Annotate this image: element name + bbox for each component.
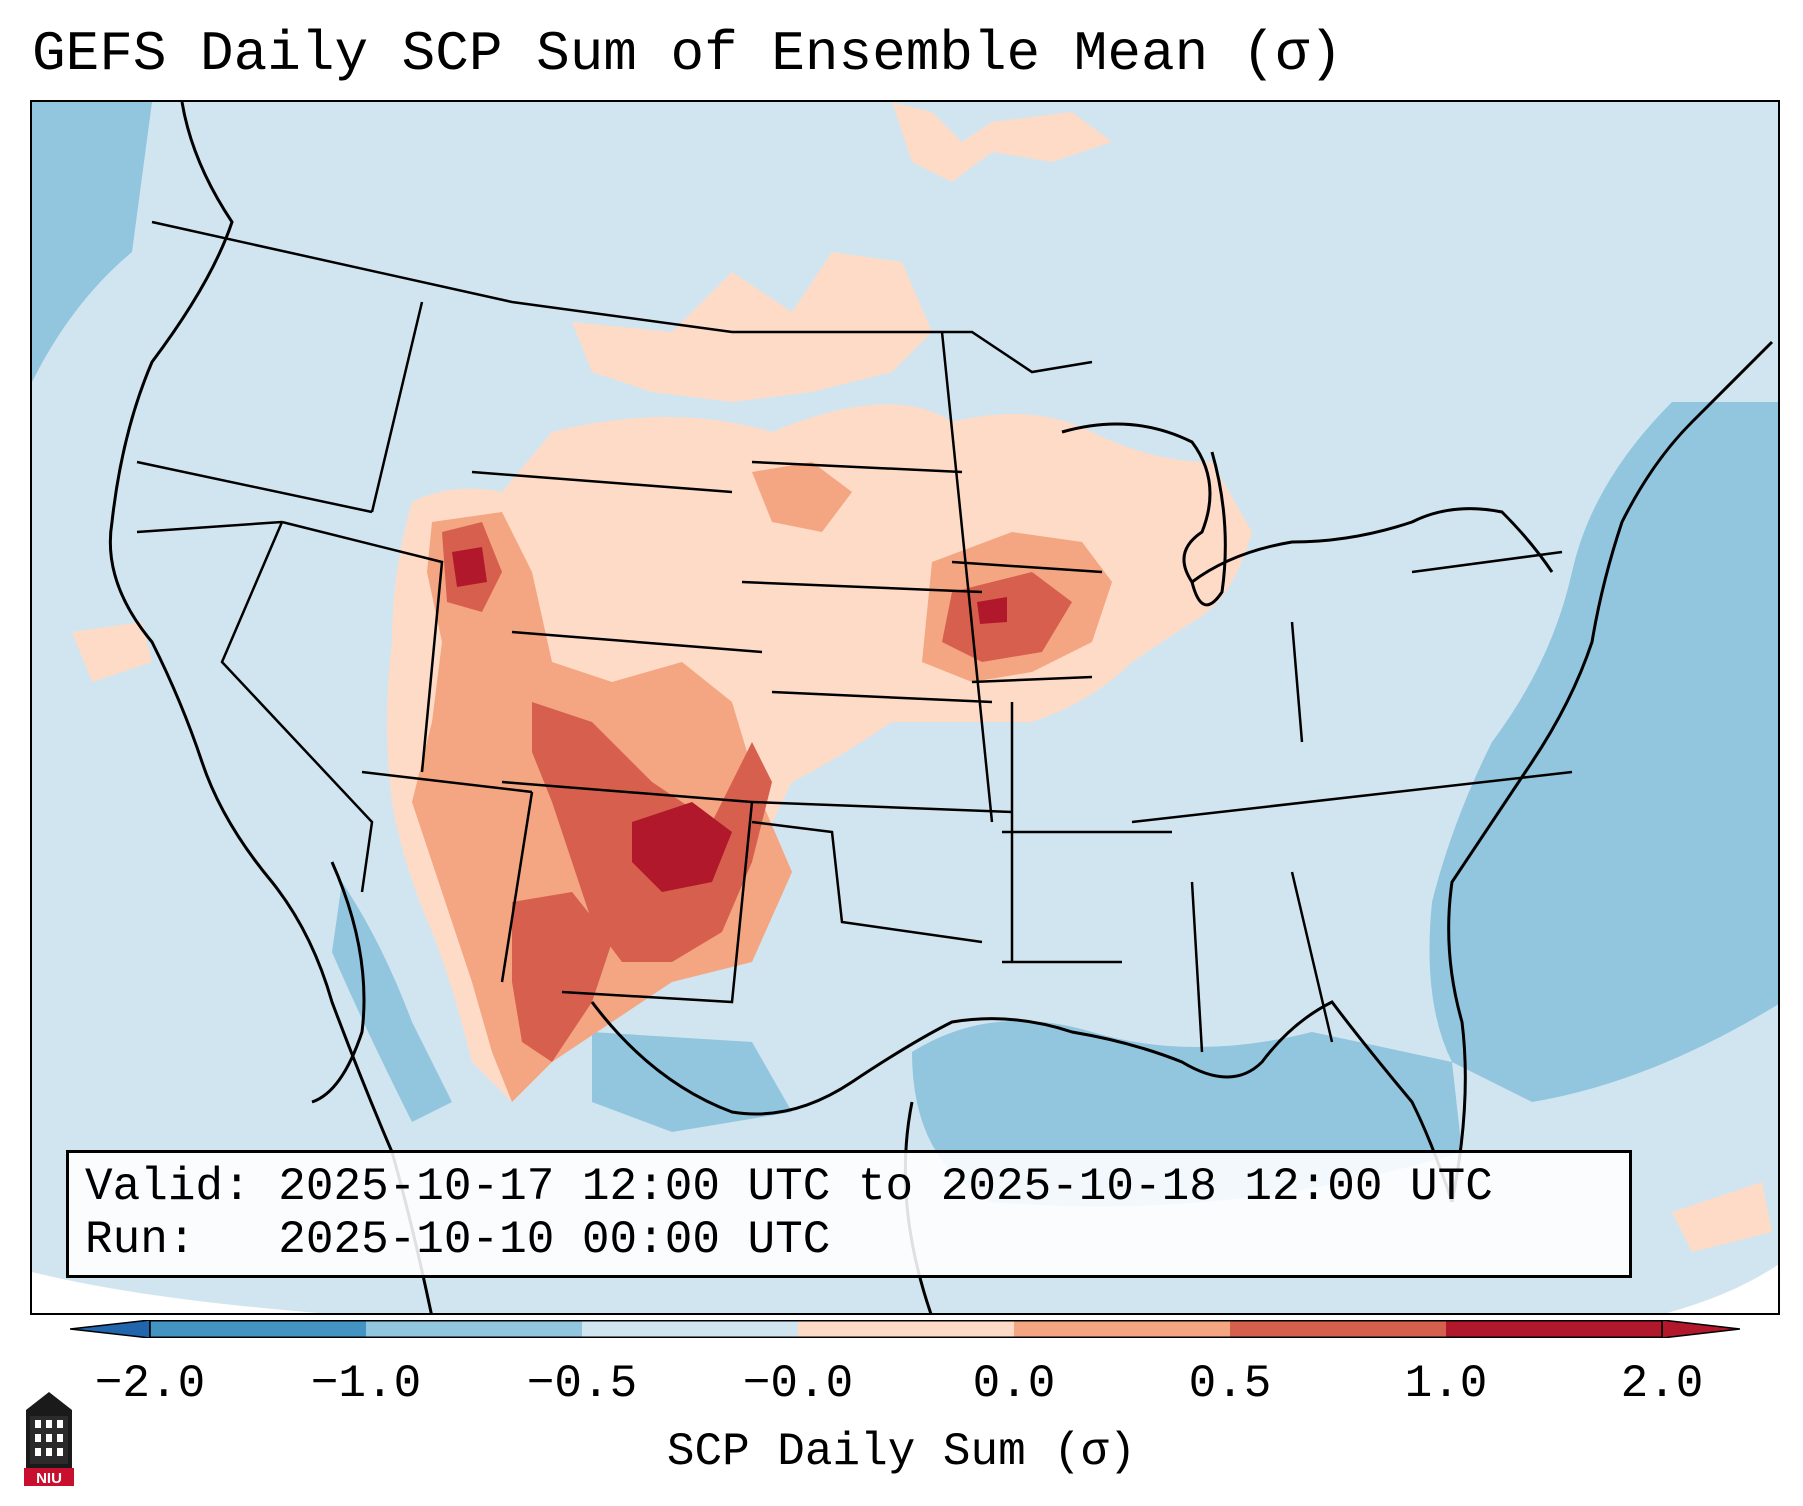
colorbar-outline bbox=[149, 1320, 1663, 1338]
border-co-nm bbox=[501, 780, 753, 804]
valid-row: Valid: 2025-10-17 12:00 UTC to 2025-10-1… bbox=[85, 1161, 1613, 1214]
map-title: GEFS Daily SCP Sum of Ensemble Mean (σ) bbox=[32, 22, 1343, 86]
border-az-nm bbox=[500, 791, 534, 983]
border-nm-tx bbox=[561, 801, 754, 1004]
border-nv-ut bbox=[281, 520, 444, 773]
great-lakes bbox=[1061, 422, 1554, 585]
map-panel bbox=[30, 100, 1780, 1315]
run-value: 2025-10-10 00:00 UTC bbox=[278, 1214, 831, 1266]
atlantic-anomaly bbox=[1429, 402, 1778, 1102]
colorbar bbox=[70, 1320, 1740, 1338]
colorbar-segment-6 bbox=[1230, 1320, 1446, 1338]
pacific-anomaly bbox=[332, 882, 452, 1122]
colorbar-tick: 1.0 bbox=[1404, 1358, 1488, 1410]
anomaly-0-0.5-canada bbox=[892, 102, 1112, 182]
colorbar-extend-max bbox=[1661, 1320, 1740, 1338]
anomaly-gt-2.0-utah bbox=[452, 547, 487, 587]
colorbar-segment-4 bbox=[798, 1320, 1014, 1338]
outside-projection-bottom-right bbox=[1667, 1264, 1778, 1313]
colorbar-extend-min bbox=[70, 1320, 151, 1338]
colorbar-segment-1 bbox=[150, 1320, 366, 1338]
colorbar-tick: −2.0 bbox=[94, 1358, 206, 1410]
colorbar-tick: 2.0 bbox=[1620, 1358, 1704, 1410]
anomaly-0-0.5-west bbox=[72, 622, 152, 682]
logo-text: NIU bbox=[36, 1470, 62, 1487]
baja-coast bbox=[311, 861, 366, 1104]
border-wa-or bbox=[136, 460, 373, 514]
valid-time-box: Valid: 2025-10-17 12:00 UTC to 2025-10-1… bbox=[66, 1150, 1632, 1278]
gulf-coast bbox=[590, 1000, 1454, 1203]
colorbar-tick: 0.5 bbox=[1188, 1358, 1272, 1410]
west-coast bbox=[108, 102, 433, 1313]
border-id-mt bbox=[370, 301, 424, 513]
colorbar-label: SCP Daily Sum (σ) bbox=[666, 1426, 1137, 1478]
border-wy-co bbox=[511, 630, 763, 654]
border-ks-ok bbox=[751, 800, 1013, 814]
border-mid-meridian bbox=[940, 331, 994, 823]
run-row: Run: 2025-10-10 00:00 UTC bbox=[85, 1214, 1613, 1267]
border-ca-nv bbox=[220, 521, 374, 893]
anomaly-gt-2.0-iowa bbox=[977, 597, 1007, 624]
colorbar-tick: −1.0 bbox=[310, 1358, 422, 1410]
university-tower-icon bbox=[26, 1392, 72, 1468]
border-tx-ok bbox=[751, 820, 983, 944]
border-oh-in bbox=[1290, 621, 1304, 743]
border-ms-al bbox=[1190, 881, 1204, 1053]
valid-value: 2025-10-17 12:00 UTC to 2025-10-18 12:00… bbox=[278, 1161, 1493, 1213]
border-ne-ks bbox=[771, 690, 993, 704]
anomaly-0-0.5-caribbean bbox=[1672, 1182, 1772, 1252]
run-label: Run: bbox=[85, 1214, 196, 1266]
east-coast bbox=[1447, 340, 1774, 1203]
niu-logo: NIU bbox=[24, 1392, 74, 1487]
state-borders bbox=[136, 220, 1573, 1053]
scp-map bbox=[32, 102, 1778, 1313]
border-pa-ny bbox=[1411, 550, 1563, 574]
outside-projection-bottom-left bbox=[32, 1272, 319, 1313]
anomaly-0.5-1.0-north bbox=[752, 462, 852, 532]
anomaly-0-0.5-north bbox=[572, 252, 932, 402]
outside-projection-top-left bbox=[32, 102, 152, 382]
border-mt-wy bbox=[471, 470, 733, 494]
valid-label: Valid: bbox=[85, 1161, 251, 1213]
colorbar-tick: −0.5 bbox=[526, 1358, 638, 1410]
border-mn-ia bbox=[951, 560, 1103, 574]
canada-border bbox=[151, 220, 1093, 374]
colorbar-tick: −0.0 bbox=[742, 1358, 854, 1410]
colorbar-segment-3 bbox=[582, 1320, 798, 1338]
border-nd-sd bbox=[751, 460, 963, 474]
border-or-ca bbox=[136, 520, 283, 534]
anomaly-gt-2.0 bbox=[632, 802, 732, 892]
border-ia-mo bbox=[971, 675, 1093, 684]
border-al-ga bbox=[1290, 871, 1334, 1043]
anomaly-1.0-2.0-nm bbox=[512, 892, 612, 1062]
border-sd-ne bbox=[741, 580, 983, 594]
border-tn-ky bbox=[1131, 770, 1573, 824]
colorbar-segment-2 bbox=[366, 1320, 582, 1338]
coastlines bbox=[108, 102, 1774, 1313]
lake-michigan bbox=[1190, 451, 1227, 607]
colorbar-segment-5 bbox=[1014, 1320, 1230, 1338]
border-ut-az bbox=[361, 770, 533, 794]
colorbar-tick: 0.0 bbox=[972, 1358, 1056, 1410]
colorbar-segment-7 bbox=[1446, 1320, 1662, 1338]
